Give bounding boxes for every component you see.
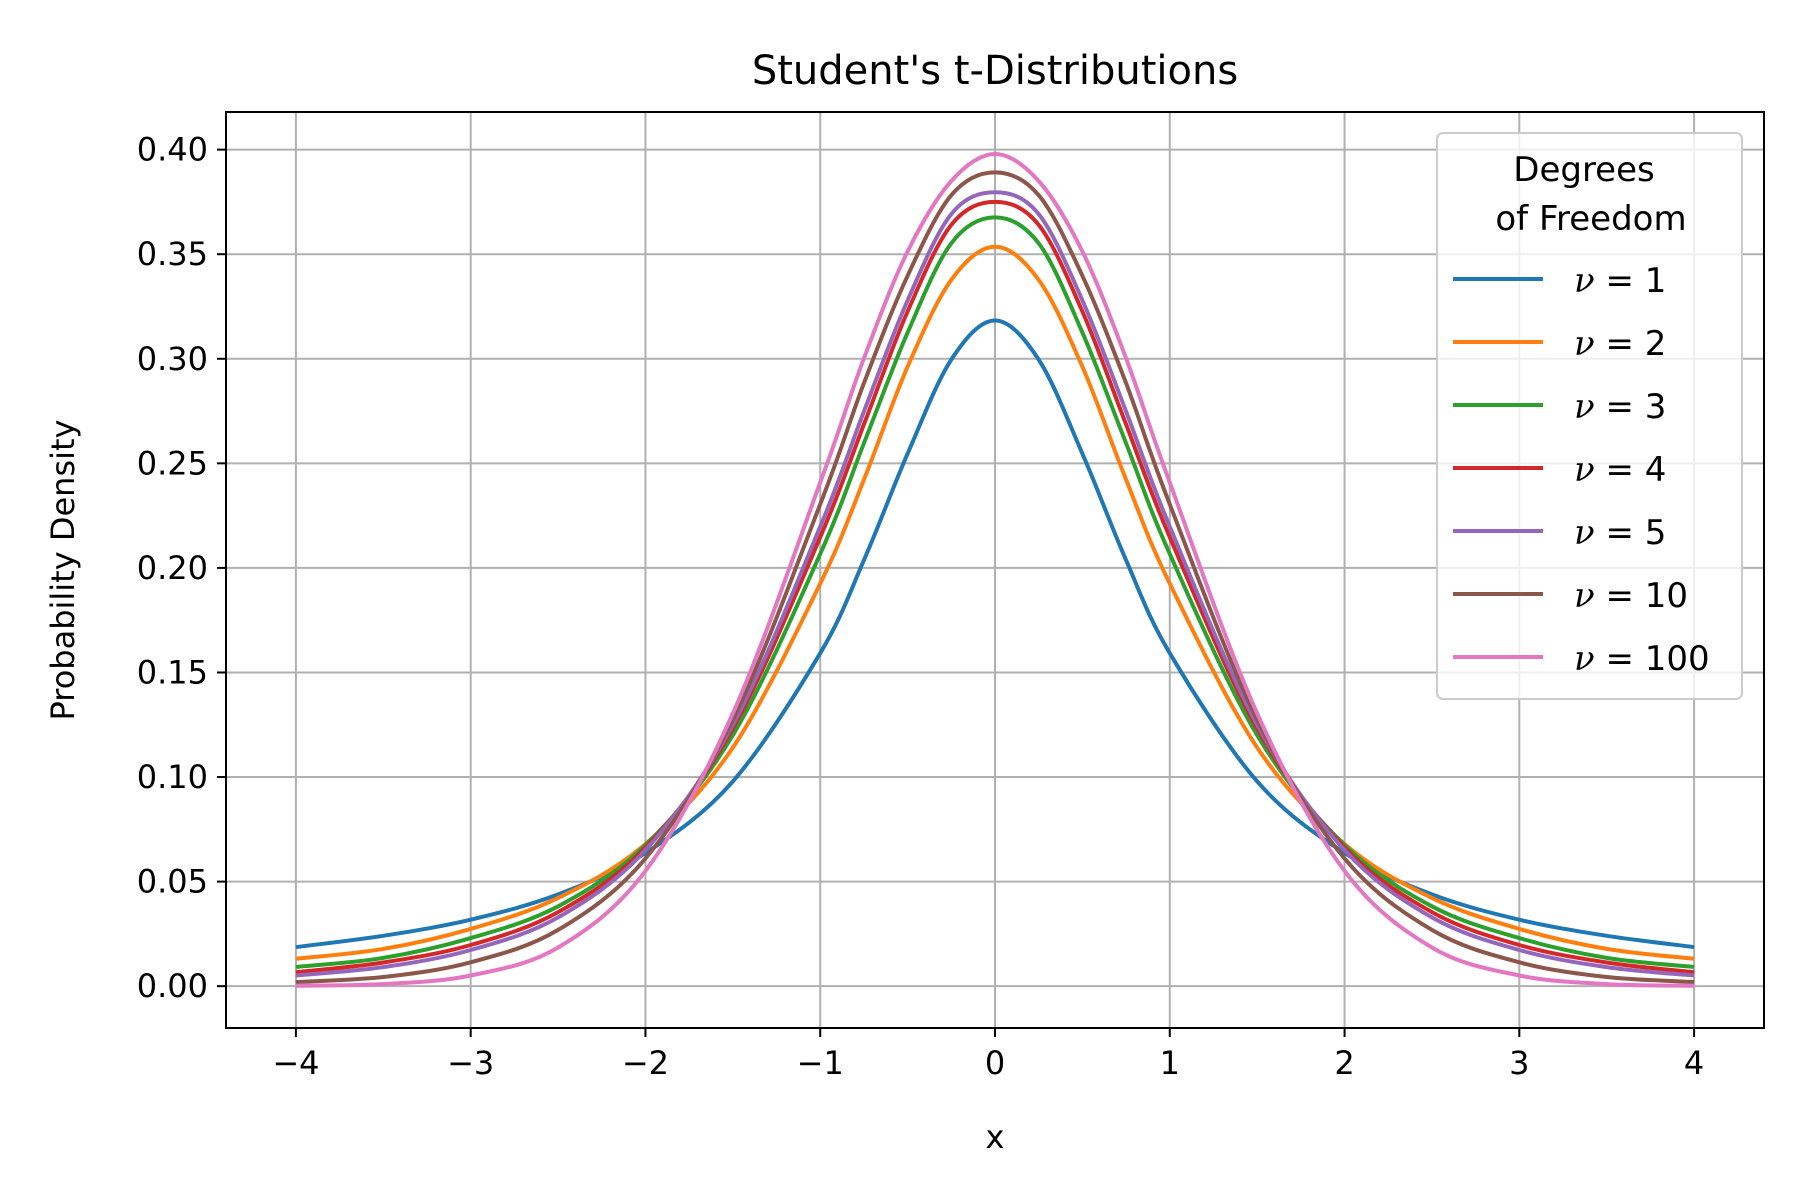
y-axis-title: Probability Density [44,420,82,721]
legend-label: ν = 4 [1574,450,1666,490]
equals-sign: = [1595,639,1645,679]
equals-sign: = [1595,513,1645,553]
legend-value: 2 [1645,324,1667,364]
series-line-nu-10 [295,170,1695,984]
series-line-nu-3 [295,215,1695,969]
series-lines [295,152,1695,988]
legend-value: 4 [1645,450,1667,490]
legend-label: ν = 5 [1574,513,1666,553]
y-tick-label: 0.00 [137,967,208,1005]
x-axis: −4 −3 −2 −1 0 1 2 3 4 [272,1028,1704,1082]
nu-symbol: ν [1574,261,1595,301]
x-tick-label: −2 [622,1044,669,1082]
legend-title-line-1: Degrees [1513,150,1654,190]
x-tick-label: 0 [985,1044,1005,1082]
nu-symbol: ν [1574,450,1595,490]
legend: Degrees of Freedom ν = 1ν = 2ν = 3ν = 4ν… [1436,132,1743,700]
nu-symbol: ν [1574,513,1595,553]
legend-label: ν = 100 [1574,639,1710,679]
x-axis-title: x [986,1118,1005,1156]
y-tick-label: 0.10 [137,758,208,796]
y-tick-label: 0.40 [137,131,208,169]
y-tick-label: 0.15 [137,653,208,691]
chart-title: Student's t-Distributions [752,48,1238,94]
x-tick-label: 3 [1509,1044,1529,1082]
equals-sign: = [1595,324,1645,364]
legend-value: 5 [1645,513,1667,553]
nu-symbol: ν [1574,387,1595,427]
legend-box [1436,132,1743,700]
y-axis: 0.00 0.05 0.10 0.15 0.20 0.25 0.30 0.35 0.40 [137,131,226,1005]
legend-label: ν = 1 [1574,261,1666,301]
equals-sign: = [1595,450,1645,490]
series-line-nu-5 [295,190,1695,978]
nu-symbol: ν [1574,639,1595,679]
y-tick-label: 0.35 [137,235,208,273]
y-tick-label: 0.25 [137,444,208,482]
y-tick-label: 0.20 [137,549,208,587]
series-line-nu-4 [295,199,1695,975]
legend-value: 10 [1645,576,1688,616]
equals-sign: = [1595,576,1645,616]
x-tick-label: −3 [447,1044,494,1082]
nu-symbol: ν [1574,576,1595,616]
x-tick-label: 1 [1160,1044,1180,1082]
legend-value: 3 [1645,387,1667,427]
equals-sign: = [1595,261,1645,301]
series-line-nu-2 [295,244,1695,961]
legend-value: 1 [1645,261,1667,301]
legend-items: ν = 1ν = 2ν = 3ν = 4ν = 5ν = 10ν = 100 [1453,261,1710,679]
legend-label: ν = 3 [1574,387,1666,427]
nu-symbol: ν [1574,324,1595,364]
y-tick-label: 0.30 [137,340,208,378]
series-line-nu-100 [295,152,1695,988]
equals-sign: = [1595,387,1645,427]
legend-label: ν = 10 [1574,576,1688,616]
y-tick-label: 0.05 [137,863,208,901]
x-tick-label: 2 [1334,1044,1354,1082]
x-tick-label: −4 [272,1044,319,1082]
legend-title-line-2: of Freedom [1495,199,1686,239]
legend-value: 100 [1645,639,1710,679]
legend-label: ν = 2 [1574,324,1666,364]
x-tick-label: 4 [1684,1044,1704,1082]
x-tick-label: −1 [797,1044,844,1082]
